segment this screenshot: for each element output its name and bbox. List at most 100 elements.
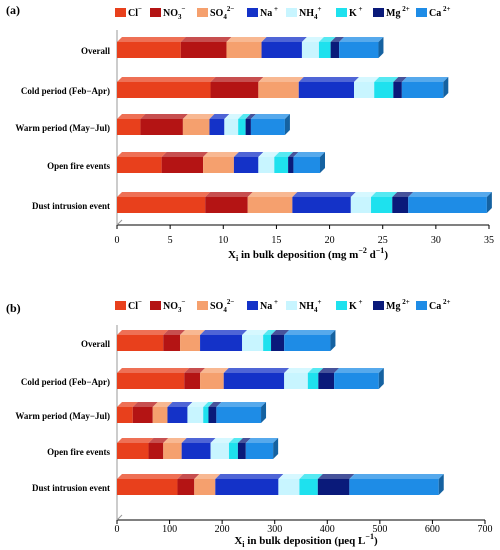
bar-segment-side — [330, 330, 336, 351]
bar-segment — [318, 42, 331, 58]
bar-segment-top — [117, 368, 190, 373]
legend-swatch — [150, 8, 161, 17]
bar-group — [117, 474, 444, 495]
bar-segment — [167, 407, 188, 423]
bar-segment — [354, 82, 375, 98]
bar-group — [117, 152, 326, 173]
bar-segment-top — [163, 330, 186, 335]
bar-segment — [117, 42, 181, 58]
bar-segment-top — [177, 474, 200, 479]
bar-segment — [393, 82, 402, 98]
bar-segment-top — [184, 368, 206, 373]
bar-group — [117, 330, 336, 351]
bar-segment-side — [378, 37, 384, 58]
bar-segment-top — [117, 192, 211, 197]
bar-segment — [182, 119, 210, 135]
bar-segment — [194, 479, 216, 495]
bar-segment — [245, 443, 274, 459]
bar-segment — [117, 157, 162, 173]
bar-segment — [284, 335, 331, 351]
bar-segment — [330, 42, 340, 58]
legend-entry: NH4+ — [299, 298, 322, 314]
bar-segment-top — [392, 192, 414, 197]
legend-entry: Ca 2+ — [429, 5, 450, 19]
bar-segment-top — [237, 438, 251, 443]
bar-segment — [163, 335, 181, 351]
bar-segment-top — [117, 438, 154, 443]
panel-label: (a) — [6, 3, 20, 17]
bar-segment-top — [334, 368, 384, 373]
bar-segment-top — [203, 152, 239, 157]
x-tick-label: 600 — [425, 524, 440, 535]
legend-swatch — [373, 301, 384, 310]
x-tick-label: 700 — [478, 524, 493, 535]
bar-segment — [237, 443, 246, 459]
bar-segment — [307, 373, 319, 389]
bar-segment-side — [320, 152, 326, 173]
x-tick-label: 35 — [484, 235, 494, 246]
bar-segment-top — [408, 192, 492, 197]
bar-group — [117, 438, 279, 459]
bar-segment — [228, 443, 238, 459]
bar-segment — [278, 479, 300, 495]
bar-segment — [216, 407, 262, 423]
bar-segment — [263, 335, 272, 351]
bar-segment — [401, 82, 444, 98]
bar-segment — [180, 335, 201, 351]
bar-segment — [152, 407, 168, 423]
bar-segment — [224, 119, 239, 135]
bar-segment-top — [299, 474, 323, 479]
bar-segment — [117, 197, 206, 213]
bar-group — [117, 368, 384, 389]
bar-segment — [209, 119, 225, 135]
bar-segment — [223, 373, 285, 389]
bar-segment-top — [180, 37, 232, 42]
bar-segment-top — [371, 192, 398, 197]
bar-segment-top — [182, 114, 215, 119]
bar-segment — [163, 443, 182, 459]
bar-segment-top — [354, 77, 380, 82]
bar-segment-top — [292, 192, 356, 197]
bar-segment — [117, 407, 133, 423]
bar-segment-top — [228, 438, 243, 443]
bar-segment — [408, 197, 487, 213]
legend-entry: Ca 2+ — [429, 298, 450, 312]
bar-segment — [242, 335, 264, 351]
bar-segment — [184, 373, 201, 389]
bar-segment — [200, 373, 224, 389]
bar-segment — [349, 479, 439, 495]
bar-segment — [299, 479, 318, 495]
bar-segment — [148, 443, 164, 459]
bar-segment — [205, 197, 248, 213]
panel-label: (b) — [6, 301, 21, 315]
bar-segment — [238, 119, 246, 135]
bar-segment — [247, 197, 293, 213]
bar-segment — [226, 42, 262, 58]
bar-group — [117, 402, 267, 423]
x-axis-title: Xi in bulk deposition (mg m−2 d−1) — [228, 246, 388, 263]
bar-segment-top — [210, 77, 264, 82]
legend-entry: Mg 2+ — [386, 298, 410, 312]
bar-segment-top — [245, 114, 256, 119]
bar-segment — [140, 119, 183, 135]
bar-segment-top — [216, 402, 267, 407]
bar-segment — [250, 119, 285, 135]
bar-segment-top — [200, 368, 229, 373]
bar-segment-top — [209, 114, 230, 119]
legend-swatch — [197, 8, 208, 17]
legend-swatch — [416, 301, 427, 310]
legend-entry: Mg 2+ — [386, 5, 410, 19]
panel-b: (b) Cl− NO3− SO42− Na + NH4+ K + Mg 2+ Ca 2+ 0 100… — [6, 298, 493, 549]
bar-segment — [245, 119, 251, 135]
bar-segment-top — [187, 402, 209, 407]
bar-segment-top — [258, 77, 304, 82]
legend-entry: K + — [349, 5, 363, 19]
legend-swatch — [286, 301, 297, 310]
bar-segment-top — [148, 438, 169, 443]
bar-segment-top — [208, 402, 222, 407]
bar-segment-top — [117, 37, 186, 42]
bar-segment-top — [250, 114, 290, 119]
legend: Cl− NO3− SO42− Na + NH4+ K + Mg 2+ Ca 2+ — [115, 5, 450, 21]
bar-segment-top — [293, 152, 326, 157]
bar-segment — [301, 42, 319, 58]
